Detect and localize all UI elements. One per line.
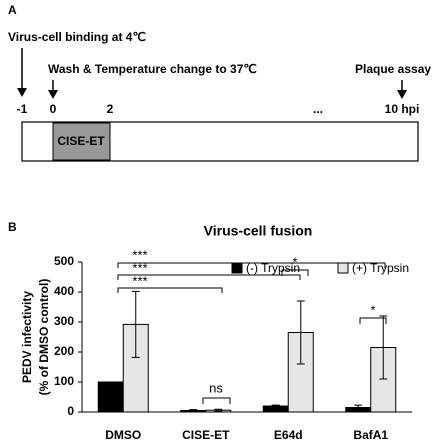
annotation: * bbox=[292, 254, 297, 269]
x-tick-label: E64d bbox=[274, 428, 303, 442]
y-axis-label: PEDV infectivity bbox=[20, 291, 34, 383]
time-label: 10 hpi bbox=[385, 102, 420, 116]
x-tick-label: CISE-ET bbox=[182, 428, 230, 442]
legend-label: (-) Trypsin bbox=[246, 261, 300, 275]
time-label: 2 bbox=[107, 102, 114, 116]
time-label: ... bbox=[313, 102, 323, 116]
error-bar bbox=[354, 404, 363, 411]
y-tick-label: 400 bbox=[54, 284, 74, 298]
y-tick-label: 100 bbox=[54, 374, 74, 388]
treatment-label: CISE-ET bbox=[57, 134, 105, 148]
annotation: ns bbox=[209, 380, 223, 395]
arrow-head bbox=[397, 90, 407, 99]
arrow-head bbox=[17, 88, 27, 97]
annotation: *** bbox=[132, 260, 147, 275]
treatment-box bbox=[52, 122, 111, 161]
bracket bbox=[202, 397, 231, 404]
error-bar bbox=[296, 300, 305, 365]
legend-swatch bbox=[337, 262, 349, 274]
error-bar bbox=[379, 315, 388, 380]
chart-title: Virus-cell fusion bbox=[204, 223, 313, 239]
error-bar bbox=[214, 408, 223, 412]
arrow-head bbox=[48, 90, 58, 99]
legend-swatch bbox=[231, 262, 243, 274]
step-label: Wash & Temperature change to 37℃ bbox=[48, 62, 257, 76]
y-axis-label: (% of DMSO control) bbox=[37, 279, 51, 396]
annotation: * bbox=[370, 302, 375, 317]
panel-label: B bbox=[8, 220, 17, 234]
bracket bbox=[359, 317, 387, 324]
step-label: Virus-cell binding at 4℃ bbox=[8, 30, 146, 44]
annotation: *** bbox=[132, 247, 147, 262]
bar bbox=[122, 323, 149, 413]
y-tick-label: 300 bbox=[54, 314, 74, 328]
legend-label: (+) Trypsin bbox=[352, 261, 409, 275]
y-tick-label: 500 bbox=[54, 254, 74, 268]
error-bar bbox=[189, 409, 198, 412]
bracket bbox=[117, 287, 223, 293]
step-label: Plaque assay bbox=[355, 62, 431, 76]
y-tick-label: 200 bbox=[54, 344, 74, 358]
error-bar bbox=[131, 290, 140, 358]
bracket bbox=[281, 269, 309, 276]
y-tick-label: 0 bbox=[67, 404, 74, 418]
annotation: *** bbox=[132, 273, 147, 288]
bar bbox=[97, 381, 124, 413]
panel-label: A bbox=[8, 3, 17, 17]
time-label: 0 bbox=[50, 102, 57, 116]
error-bar bbox=[271, 404, 280, 408]
bracket bbox=[117, 274, 301, 280]
panel-a: A Virus-cell binding at 4℃ Wash & Temper… bbox=[8, 3, 431, 162]
x-tick-label: DMSO bbox=[105, 428, 141, 442]
bracket bbox=[117, 262, 386, 268]
brackets bbox=[117, 262, 387, 404]
x-tick-label: BafA1 bbox=[353, 428, 388, 442]
panel-b: B Virus-cell fusion PEDV infectivity (% … bbox=[8, 220, 412, 442]
time-label: -1 bbox=[17, 102, 28, 116]
